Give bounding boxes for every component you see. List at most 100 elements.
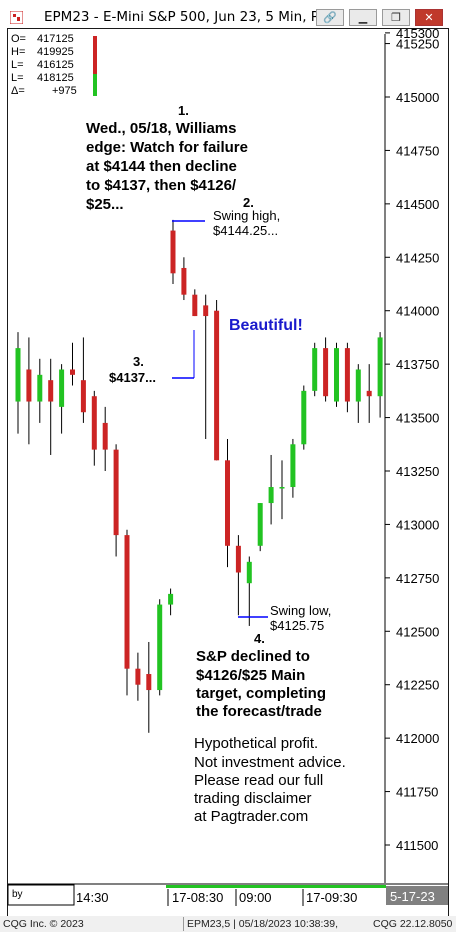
beautiful-label: Beautiful!: [229, 317, 303, 334]
candle-body: [290, 444, 296, 488]
annotation-1-line: to $4137, then $4126/: [86, 177, 237, 194]
annotation-4-line: the forecast/trade: [196, 703, 322, 720]
candle-body: [344, 348, 350, 402]
candle-body: [257, 503, 263, 546]
ohlc-low-label: L=: [11, 59, 24, 71]
status-timestamp: EPM23,5 | 05/18/2023 10:38:39,: [187, 918, 339, 930]
annotation-4-line: $4126/$25 Main: [196, 667, 305, 684]
candle-body: [377, 337, 383, 397]
ohlc-red-bar: [93, 36, 97, 74]
candle-body: [37, 374, 43, 402]
candle-body: [235, 545, 241, 573]
ohlc-delta-value: +975: [52, 85, 77, 97]
annotation-1-number: 1.: [178, 103, 189, 118]
minimize-button[interactable]: ▁: [349, 9, 377, 26]
annotation-4-line: target, completing: [196, 685, 326, 702]
candle-body: [15, 348, 21, 402]
date-badge-text: 5-17-23: [390, 889, 435, 904]
candle-body: [225, 460, 230, 546]
candle-body: [192, 294, 198, 317]
ohlc-last-value: 418125: [37, 72, 74, 84]
price-tick-label: 411500: [396, 838, 438, 853]
annotation-4-number: 4.: [254, 631, 265, 646]
ohlc-high-value: 419925: [37, 46, 74, 58]
time-label: 14:30: [76, 890, 109, 905]
ohlc-low-value: 416125: [37, 59, 74, 71]
restore-button[interactable]: ❐: [382, 9, 410, 26]
period-input[interactable]: [7, 884, 75, 906]
disclaimer-line: Please read our full: [194, 772, 323, 789]
ohlc-open-label: O=: [11, 33, 26, 45]
swing-low-label: Swing low,: [270, 603, 331, 618]
annotation-1-line: $25...: [86, 196, 124, 213]
swing-high-label: $4144.25...: [213, 223, 278, 238]
price-tick-label: 414750: [396, 143, 439, 158]
candle-body: [102, 422, 108, 450]
price-tick-label: 412500: [396, 624, 439, 639]
price-tick-label: 414500: [396, 197, 439, 212]
candle-body: [26, 369, 32, 402]
status-version: CQG 22.12.8050: [373, 918, 453, 930]
candle-body: [246, 561, 252, 584]
candle-body: [279, 487, 285, 489]
time-label: 09:00: [239, 890, 272, 905]
close-button[interactable]: ✕: [415, 9, 443, 26]
app-icon: [10, 11, 23, 24]
status-copyright: CQG Inc. © 2023: [3, 918, 84, 930]
disclaimer-line: trading disclaimer: [194, 790, 312, 807]
candle-body: [59, 369, 65, 407]
candle-body: [157, 604, 163, 691]
annotation-4-line: S&P declined to: [196, 648, 310, 665]
date-badge: [386, 886, 448, 905]
disclaimer: Hypothetical profit. Not investment advi…: [194, 735, 346, 825]
annotation-4: S&P declined to $4126/$25 Main target, c…: [196, 648, 326, 720]
session-bar: [166, 885, 386, 888]
candle-body: [181, 267, 187, 295]
ohlc-delta-label: Δ=: [11, 85, 25, 97]
annotation-3-number: 3.: [133, 354, 144, 369]
status-bar: CQG Inc. © 2023 EPM23,5 | 05/18/2023 10:…: [0, 916, 456, 932]
link-button[interactable]: 🔗: [316, 9, 344, 26]
price-tick-label: 415300: [396, 26, 439, 41]
price-tick-label: 413250: [396, 464, 439, 479]
annotation-1-line: edge: Watch for failure: [86, 139, 248, 156]
time-axis: by 14:30 17-08:30 09:00 17-09:30 5-17-23: [7, 883, 448, 906]
price-tick-label: 413000: [396, 517, 439, 532]
annotation-1-line: Wed., 05/18, Williams: [86, 120, 236, 137]
ohlc-open-value: 417125: [37, 33, 74, 45]
price-tick-label: 414250: [396, 250, 439, 265]
candle-body: [80, 380, 86, 413]
ohlc-last-label: L=: [11, 72, 24, 84]
disclaimer-line: Not investment advice.: [194, 754, 346, 771]
candle-body: [170, 230, 176, 274]
time-label: 17-09:30: [306, 890, 357, 905]
annotation-1-line: at $4144 then decline: [86, 158, 237, 175]
ohlc-info-box: O= 417125 H= 419925 L= 416125 L= 418125 …: [11, 33, 97, 97]
candle-body: [355, 369, 361, 402]
candle-body: [48, 380, 54, 402]
disclaimer-line: Hypothetical profit.: [194, 735, 318, 752]
price-tick-label: 415000: [396, 90, 439, 105]
candle-body: [312, 348, 318, 391]
candle-body: [146, 674, 152, 691]
ohlc-green-bar: [93, 74, 97, 96]
candle-body: [135, 668, 141, 685]
price-tick-label: 412750: [396, 571, 439, 586]
price-tick-label: 412250: [396, 678, 439, 693]
candle-body: [214, 310, 220, 461]
candle-body: [91, 396, 97, 450]
restore-icon: ❐: [391, 11, 401, 24]
candle-body: [113, 449, 119, 536]
ohlc-high-label: H=: [11, 46, 25, 58]
candle-body: [301, 390, 307, 445]
price-tick-label: 414000: [396, 304, 439, 319]
candle-body: [366, 390, 372, 397]
annotation-3-label: $4137...: [109, 370, 156, 385]
price-tick-label: 413750: [396, 357, 439, 372]
candle-body: [334, 348, 339, 402]
annotation-1: Wed., 05/18, Williams edge: Watch for fa…: [86, 120, 248, 213]
swing-high-label: Swing high,: [213, 208, 280, 223]
close-icon: ✕: [424, 11, 434, 24]
